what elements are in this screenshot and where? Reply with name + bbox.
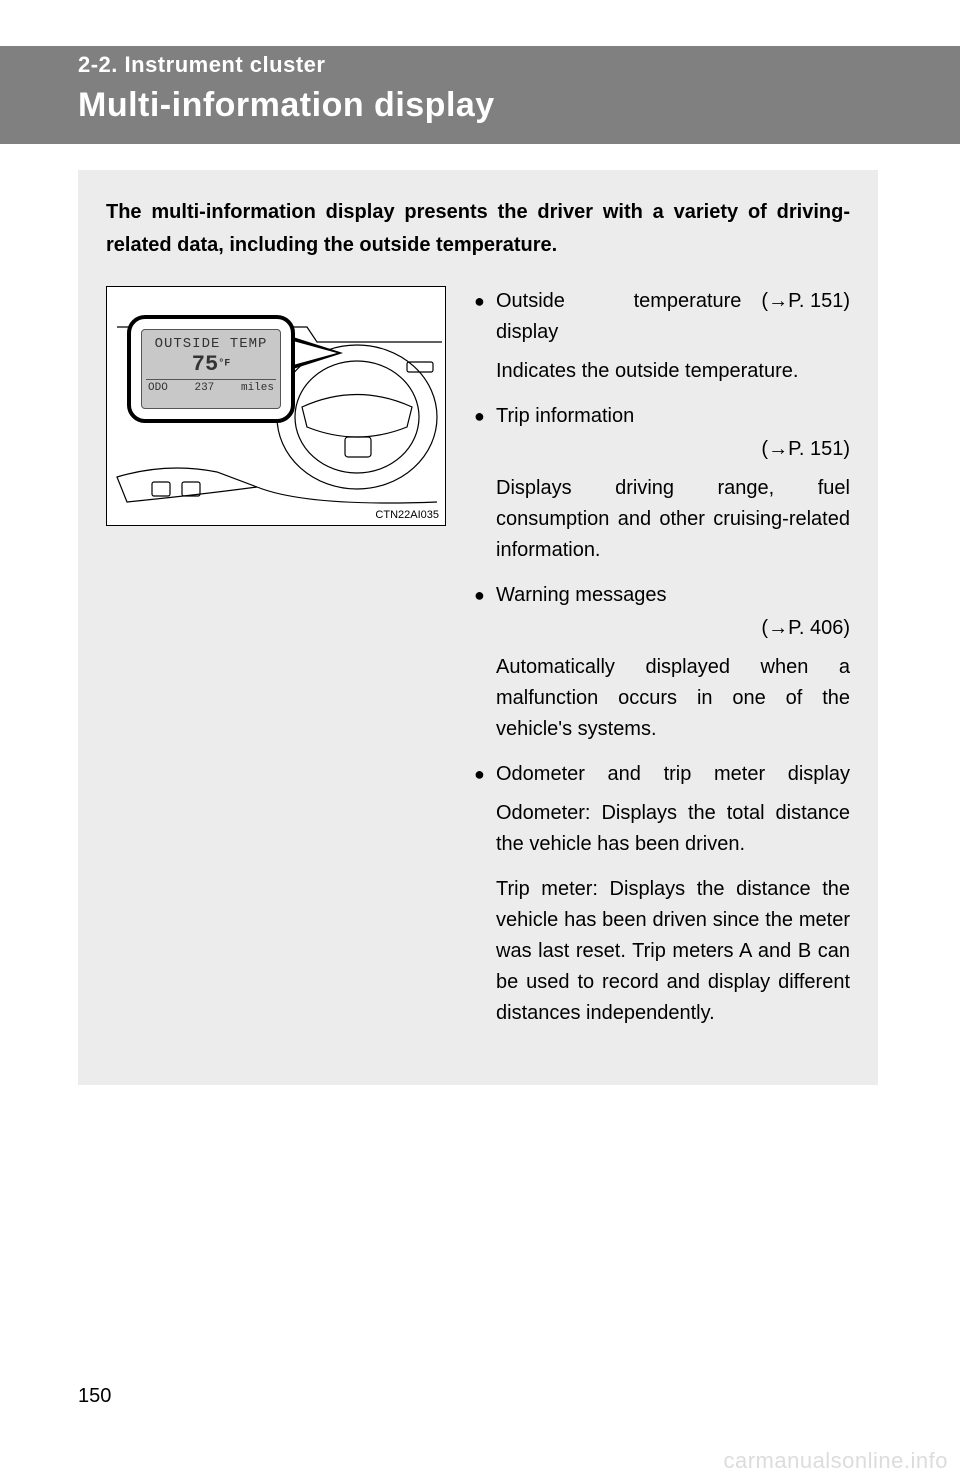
content-box: The multi-information display presents t… (78, 170, 878, 1085)
bullet-item: ● Odometer and trip meter display (474, 759, 850, 790)
lcd-odo-row: ODO 237 miles (142, 380, 280, 394)
lcd-odo-label: ODO (148, 382, 168, 394)
bullet-item: ● Warning messages (474, 580, 850, 611)
bullet-item: ● Outside temperature display (→P. 151) (474, 286, 850, 348)
page-title: Multi-information display (78, 86, 960, 125)
page-ref: (→P. 151) (496, 434, 850, 465)
bullet-icon: ● (474, 286, 496, 316)
bullet-icon: ● (474, 580, 496, 610)
bullet-icon: ● (474, 759, 496, 789)
section-label: 2-2. Instrument cluster (78, 52, 960, 78)
lcd-odo-unit: miles (241, 382, 274, 394)
watermark: carmanualsonline.info (723, 1448, 948, 1474)
lcd-temp-value: 75 (192, 352, 218, 377)
bullet-desc: Displays driving range, fuel consumption… (496, 473, 850, 566)
lcd-temp-unit: °F (218, 359, 230, 370)
page-ref: (→P. 406) (496, 613, 850, 644)
bullet-title-line: Outside temperature display (→P. 151) (496, 286, 850, 348)
bullet-title: Outside temperature display (496, 286, 761, 348)
dashboard-figure: OUTSIDE TEMP 75°F ODO 237 miles CTN22AI0… (106, 286, 446, 526)
header-band: 2-2. Instrument cluster Multi-informatio… (0, 46, 960, 144)
bullet-desc2: Trip meter: Displays the distance the ve… (496, 874, 850, 1029)
bullet-item: ● Trip information (474, 401, 850, 432)
bullet-list: ● Outside temperature display (→P. 151) … (474, 286, 850, 1043)
bullet-title: Warning messages (496, 580, 850, 611)
page-number: 150 (78, 1385, 111, 1408)
manual-page: 2-2. Instrument cluster Multi-informatio… (0, 0, 960, 1484)
bullet-desc: Odometer: Displays the total distance th… (496, 798, 850, 860)
lcd-line1: OUTSIDE TEMP (142, 336, 280, 352)
page-ref: (→P. 151) (761, 286, 850, 348)
bullet-desc: Automatically displayed when a malfuncti… (496, 652, 850, 745)
lcd-temp: 75°F (142, 352, 280, 377)
bullet-icon: ● (474, 401, 496, 431)
figure-code: CTN22AI035 (375, 509, 439, 521)
callout-pointer (293, 337, 343, 369)
lcd-screen: OUTSIDE TEMP 75°F ODO 237 miles (141, 329, 281, 409)
lcd-odo-value: 237 (194, 382, 214, 394)
bullet-desc: Indicates the outside temperature. (496, 356, 850, 387)
two-column-layout: OUTSIDE TEMP 75°F ODO 237 miles CTN22AI0… (106, 286, 850, 1043)
intro-text: The multi-information display presents t… (106, 196, 850, 262)
bullet-title: Trip information (496, 401, 850, 432)
bullet-title: Odometer and trip meter display (496, 759, 850, 790)
lcd-callout: OUTSIDE TEMP 75°F ODO 237 miles (127, 315, 295, 423)
